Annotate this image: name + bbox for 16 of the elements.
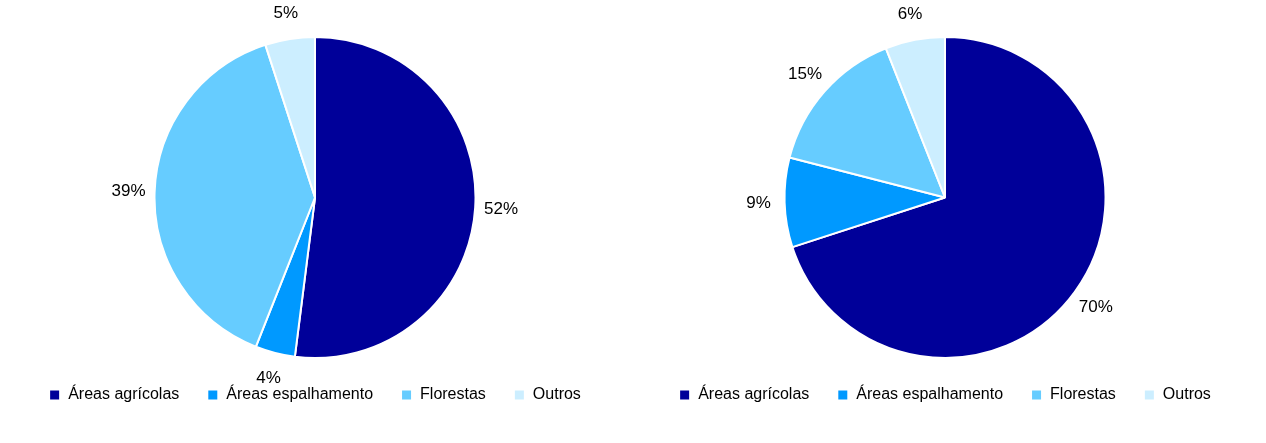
data-label: 39% xyxy=(111,181,146,201)
legend-label: Áreas espalhamento xyxy=(856,384,1004,403)
legend-label: Florestas xyxy=(420,385,486,403)
legend-label: Áreas agrícolas xyxy=(68,384,180,403)
data-label: 5% xyxy=(273,2,299,22)
data-label: 4% xyxy=(256,367,281,387)
data-label: 6% xyxy=(897,3,923,23)
legend-label: Áreas espalhamento xyxy=(226,384,374,403)
data-label: 52% xyxy=(484,198,519,218)
legend-label: Florestas xyxy=(1050,385,1116,403)
legend-label: Outros xyxy=(1162,385,1211,403)
legend-label: Áreas agrícolas xyxy=(698,384,810,403)
data-label: 15% xyxy=(788,63,823,83)
data-label: 70% xyxy=(1078,296,1113,316)
data-label: 9% xyxy=(746,193,771,213)
legend-label: Outros xyxy=(532,385,581,403)
